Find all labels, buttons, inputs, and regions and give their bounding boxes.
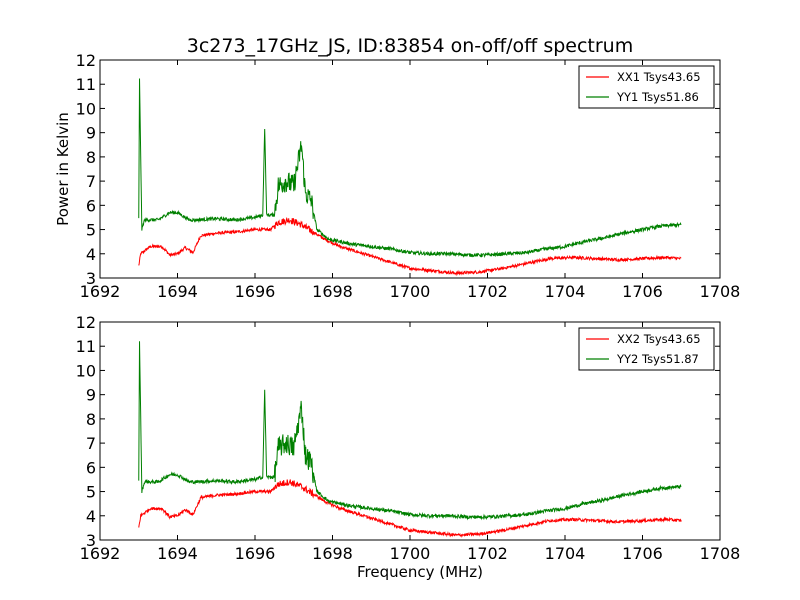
series-line-xx1 — [138, 216, 682, 277]
x-tick-label: 1706 — [622, 282, 663, 301]
y-tick-label: 5 — [86, 221, 96, 240]
y-tick-label: 8 — [86, 410, 96, 429]
y-tick-label: 10 — [76, 361, 96, 380]
x-tick-label: 1706 — [622, 544, 663, 563]
y-tick-label: 6 — [86, 196, 96, 215]
x-tick-label: 1698 — [312, 282, 353, 301]
plots-layer: 1692 1694 1696 1698 1700 1702 1704 1706 1708 3 4 5 6… — [54, 51, 740, 581]
x-tick-label: 1702 — [467, 282, 508, 301]
x-tick-label: 1704 — [545, 544, 586, 563]
series-line-xx2 — [138, 479, 682, 538]
x-tick-label: 1694 — [157, 544, 198, 563]
y-axis-label: Power in Kelvin — [54, 112, 72, 226]
y-tick-label: 3 — [86, 531, 96, 550]
x-tick-label: 1696 — [235, 544, 276, 563]
y-tick-label: 11 — [76, 337, 96, 356]
chart-title: 3c273_17GHz_JS, ID:83854 on-off/off spec… — [187, 35, 633, 57]
x-tick-label: 1708 — [700, 282, 741, 301]
x-tick-label: 1702 — [467, 544, 508, 563]
x-tick-label: 1704 — [545, 282, 586, 301]
y-tick-label: 12 — [76, 51, 96, 70]
y-tick-label: 7 — [86, 434, 96, 453]
legend-entry-label: YY2 Tsys51.87 — [616, 352, 699, 366]
x-tick-label: 1700 — [390, 282, 431, 301]
y-tick-label: 8 — [86, 148, 96, 167]
legend-entry-label: XX2 Tsys43.65 — [617, 332, 701, 346]
x-tick-label: 1696 — [235, 282, 276, 301]
y-tick-label: 5 — [86, 483, 96, 502]
y-tick-label: 9 — [86, 386, 96, 405]
legend-box — [578, 65, 715, 109]
x-tick-label: 1698 — [312, 544, 353, 563]
y-tick-label: 12 — [76, 313, 96, 332]
subplot-2: 1692 1694 1696 1698 1700 1702 1704 1706 1708 3 4 5 6… — [76, 313, 741, 581]
legend: XX2 Tsys43.65 YY2 Tsys51.87 — [578, 327, 715, 371]
legend-entry-label: XX1 Tsys43.65 — [617, 70, 701, 84]
series-line-yy2 — [138, 341, 682, 521]
legend: XX1 Tsys43.65 YY1 Tsys51.86 — [578, 65, 715, 109]
legend-box — [578, 327, 715, 371]
legend-entry-label: YY1 Tsys51.86 — [616, 90, 699, 104]
x-tick-label: 1692 — [80, 282, 121, 301]
series-line-yy1 — [138, 78, 682, 259]
y-tick-label: 6 — [86, 458, 96, 477]
y-tick-label: 7 — [86, 172, 96, 191]
x-tick-label: 1708 — [700, 544, 741, 563]
x-tick-label: 1692 — [80, 544, 121, 563]
y-tick-label: 9 — [86, 124, 96, 143]
x-tick-label: 1694 — [157, 282, 198, 301]
y-tick-label: 10 — [76, 99, 96, 118]
x-axis-label: Frequency (MHz) — [357, 563, 483, 581]
y-tick-label: 4 — [86, 245, 96, 264]
y-tick-label: 4 — [86, 507, 96, 526]
y-tick-label: 11 — [76, 75, 96, 94]
x-tick-label: 1700 — [390, 544, 431, 563]
y-tick-label: 3 — [86, 269, 96, 288]
subplot-1: 1692 1694 1696 1698 1700 1702 1704 1706 1708 3 4 5 6… — [54, 51, 740, 301]
